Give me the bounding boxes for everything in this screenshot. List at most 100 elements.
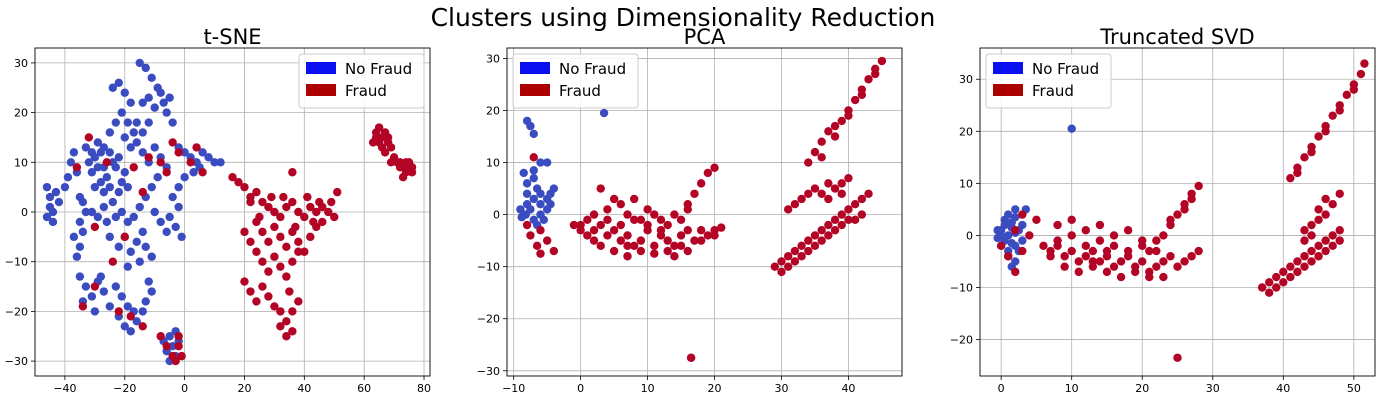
- data-point: [75, 272, 85, 281]
- y-tick-label: 30: [14, 57, 28, 70]
- data-point: [1081, 226, 1091, 235]
- data-point: [210, 158, 219, 167]
- data-point: [824, 220, 833, 230]
- data-point: [279, 192, 288, 202]
- data-point: [81, 282, 91, 291]
- data-point: [1109, 231, 1119, 240]
- data-point: [129, 128, 138, 137]
- data-point: [777, 257, 786, 266]
- data-point: [1067, 231, 1076, 240]
- data-point: [90, 307, 100, 316]
- data-point: [830, 226, 840, 235]
- data-point: [132, 138, 141, 147]
- data-point: [168, 118, 177, 127]
- data-point: [670, 241, 679, 251]
- data-point: [670, 252, 679, 261]
- y-tick-label: 10: [486, 157, 500, 170]
- data-point: [1300, 153, 1309, 162]
- data-point: [830, 184, 840, 193]
- data-point: [1060, 262, 1069, 271]
- data-point: [1300, 236, 1309, 245]
- data-point: [126, 247, 135, 256]
- data-point: [529, 166, 538, 175]
- data-point: [282, 317, 291, 326]
- data-point: [536, 249, 545, 258]
- data-point: [1286, 272, 1295, 282]
- data-point: [1314, 205, 1323, 214]
- data-point: [318, 217, 327, 227]
- data-point: [1194, 181, 1203, 191]
- data-point: [156, 332, 165, 341]
- data-point: [1173, 210, 1182, 219]
- data-point: [252, 247, 261, 256]
- y-tick-label: −10: [5, 256, 28, 269]
- data-point: [1011, 213, 1020, 222]
- data-point: [114, 242, 123, 251]
- data-point: [380, 148, 390, 157]
- data-point: [1293, 267, 1302, 277]
- data-point: [90, 222, 100, 232]
- data-point: [174, 202, 183, 212]
- data-point: [1335, 236, 1344, 245]
- plot-frame: [979, 47, 1376, 377]
- data-point: [276, 232, 285, 242]
- data-point: [114, 78, 123, 87]
- data-point: [1321, 246, 1330, 256]
- data-point: [117, 108, 126, 117]
- data-point: [1102, 267, 1112, 277]
- y-tick-label: 30: [959, 73, 973, 86]
- data-point: [526, 231, 535, 240]
- data-point: [1166, 215, 1175, 225]
- data-point: [676, 231, 686, 240]
- data-point: [522, 179, 532, 188]
- data-point: [126, 143, 135, 152]
- data-point: [777, 267, 786, 277]
- data-point: [285, 287, 294, 296]
- data-point: [165, 212, 174, 222]
- data-point: [676, 241, 686, 251]
- data-point: [790, 257, 800, 266]
- data-point: [844, 173, 853, 183]
- legend-label: Fraud: [345, 82, 387, 100]
- data-point: [42, 212, 52, 222]
- data-point: [111, 118, 120, 127]
- data-point: [75, 217, 85, 227]
- data-point: [824, 179, 833, 188]
- scatter-points: [993, 59, 1369, 362]
- data-point: [282, 272, 291, 281]
- data-point: [105, 148, 115, 157]
- legend-label: No Fraud: [1032, 60, 1099, 78]
- data-point: [810, 184, 820, 193]
- data-point: [294, 297, 303, 306]
- data-point: [291, 222, 300, 232]
- data-point: [529, 129, 538, 139]
- data-point: [270, 252, 279, 261]
- data-point: [42, 182, 52, 192]
- data-point: [288, 307, 297, 316]
- data-point: [536, 199, 545, 209]
- data-point: [303, 192, 312, 202]
- data-point: [783, 262, 793, 271]
- data-point: [1173, 353, 1182, 362]
- data-point: [129, 163, 138, 172]
- data-point: [797, 252, 806, 261]
- data-point: [1328, 199, 1337, 209]
- data-point: [1321, 210, 1330, 219]
- data-point: [569, 220, 579, 230]
- data-point: [99, 287, 109, 296]
- data-point: [69, 148, 79, 157]
- data-point: [138, 187, 147, 197]
- data-point: [993, 226, 1002, 235]
- data-point: [1095, 236, 1105, 245]
- data-point: [309, 217, 318, 227]
- data-point: [270, 222, 279, 232]
- legend-label: No Fraud: [345, 60, 412, 78]
- data-point: [123, 182, 132, 192]
- data-point: [288, 327, 297, 336]
- data-point: [171, 222, 180, 232]
- legend: No Fraud Fraud: [985, 53, 1112, 109]
- data-point: [126, 327, 135, 336]
- data-point: [1335, 106, 1344, 115]
- data-point: [1116, 257, 1126, 266]
- data-point: [114, 153, 123, 162]
